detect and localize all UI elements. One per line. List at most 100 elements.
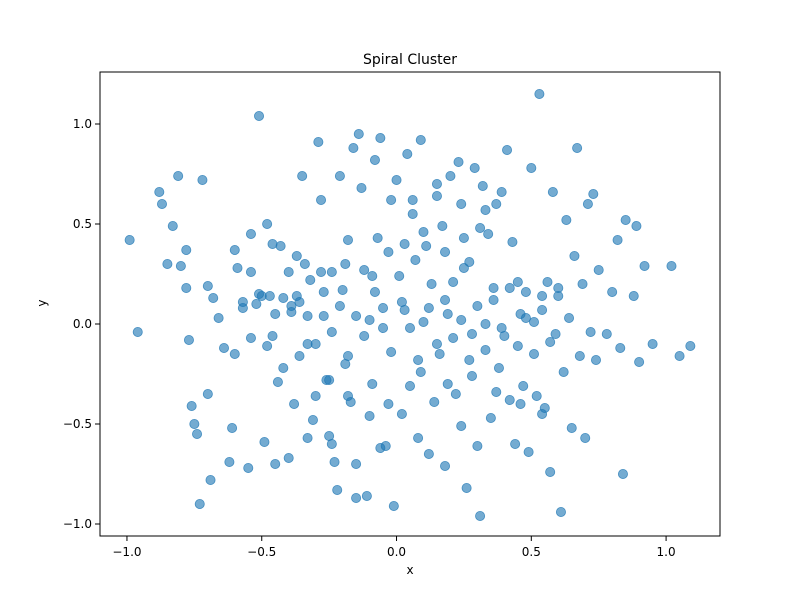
scatter-point-158: [612, 234, 623, 245]
y-tick-label-2: 0.0: [73, 317, 92, 331]
scatter-point-219: [307, 414, 318, 425]
scatter-point-186: [464, 354, 475, 365]
scatter-point-168: [674, 350, 685, 361]
scatter-point-16: [202, 280, 213, 291]
scatter-point-234: [491, 386, 502, 397]
scatter-point-211: [383, 398, 394, 409]
scatter-point-194: [496, 322, 507, 333]
scatter-point-10: [183, 334, 194, 345]
scatter-point-202: [529, 348, 540, 359]
scatter-point-238: [537, 408, 548, 419]
scatter-point-236: [515, 398, 526, 409]
scatter-point-56: [326, 266, 337, 277]
scatter-point-159: [615, 342, 626, 353]
scatter-point-181: [342, 350, 353, 361]
scatter-point-114: [483, 228, 494, 239]
scatter-point-85: [404, 380, 415, 391]
scatter-point-173: [404, 322, 415, 333]
scatter-point-97: [437, 220, 448, 231]
scatter-point-8: [181, 244, 192, 255]
scatter-point-87: [410, 254, 421, 265]
scatter-point-167: [666, 260, 677, 271]
scatter-point-222: [431, 178, 442, 189]
scatter-point-138: [547, 186, 558, 197]
scatter-point-207: [237, 296, 248, 307]
scatter-point-132: [531, 390, 542, 401]
scatter-point-184: [456, 314, 467, 325]
scatter-point-178: [431, 338, 442, 349]
x-tick-label-3: 0.5: [522, 545, 541, 559]
scatter-point-15: [197, 174, 208, 185]
scatter-point-37: [272, 376, 283, 387]
plot-frame: [99, 71, 721, 537]
scatter-point-164: [634, 356, 645, 367]
scatter-point-224: [456, 198, 467, 209]
scatter-point-115: [485, 412, 496, 423]
scatter-point-166: [647, 338, 658, 349]
scatter-point-237: [267, 238, 278, 249]
scatter-point-232: [466, 370, 477, 381]
scatter-point-188: [472, 300, 483, 311]
scatter-point-121: [502, 144, 513, 155]
scatter-point-225: [326, 438, 337, 449]
scatter-point-57: [329, 456, 340, 467]
scatter-point-39: [278, 292, 289, 303]
scatter-point-118: [493, 362, 504, 373]
scatter-point-30: [254, 111, 265, 122]
scatter-point-113: [480, 318, 491, 329]
scatter-point-82: [396, 408, 407, 419]
scatter-point-155: [593, 264, 604, 275]
scatter-point-175: [359, 330, 370, 341]
x-tick-label-0: −1.0: [112, 545, 141, 559]
scatter-point-65: [351, 492, 362, 503]
scatter-point-19: [208, 292, 219, 303]
scatter-point-67: [356, 182, 367, 193]
scatter-point-141: [555, 506, 566, 517]
scatter-point-190: [480, 344, 491, 355]
scatter-point-27: [243, 462, 254, 473]
scatter-point-187: [318, 286, 329, 297]
scatter-point-162: [628, 290, 639, 301]
scatter-point-200: [520, 312, 531, 323]
scatter-point-122: [504, 394, 515, 405]
scatter-point-72: [369, 154, 380, 165]
chart-title: Spiral Cluster: [363, 52, 457, 68]
scatter-point-203: [254, 288, 265, 299]
scatter-points: [124, 89, 696, 521]
scatter-point-66: [353, 128, 364, 139]
scatter-point-227: [302, 432, 313, 443]
scatter-point-183: [334, 300, 345, 311]
scatter-point-34: [264, 290, 275, 301]
scatter-point-109: [469, 162, 480, 173]
scatter-point-64: [348, 142, 359, 153]
scatter-point-220: [407, 194, 418, 205]
scatter-point-229: [367, 270, 378, 281]
scatter-point-223: [351, 458, 362, 469]
scatter-point-62: [342, 234, 353, 245]
scatter-point-3: [156, 198, 167, 209]
scatter-point-100: [445, 170, 456, 181]
scatter-point-230: [442, 378, 453, 389]
scatter-point-24: [229, 244, 240, 255]
scatter-point-112: [477, 180, 488, 191]
scatter-point-218: [475, 222, 486, 233]
scatter-point-104: [456, 420, 467, 431]
scatter-point-165: [639, 260, 650, 271]
scatter-point-53: [318, 310, 329, 321]
scatter-point-18: [205, 474, 216, 485]
scatter-point-163: [631, 220, 642, 231]
scatter-point-172: [396, 296, 407, 307]
scatter-point-176: [423, 302, 434, 313]
scatter-point-152: [585, 326, 596, 337]
scatter-point-41: [283, 266, 294, 277]
x-axis-label: x: [406, 563, 413, 577]
scatter-point-149: [577, 278, 588, 289]
scatter-point-205: [245, 332, 256, 343]
scatter-point-50: [310, 390, 321, 401]
scatter-point-157: [607, 286, 618, 297]
scatter-point-98: [440, 460, 451, 471]
scatter-point-40: [283, 452, 294, 463]
y-axis-label: y: [35, 299, 49, 306]
scatter-point-130: [526, 162, 537, 173]
